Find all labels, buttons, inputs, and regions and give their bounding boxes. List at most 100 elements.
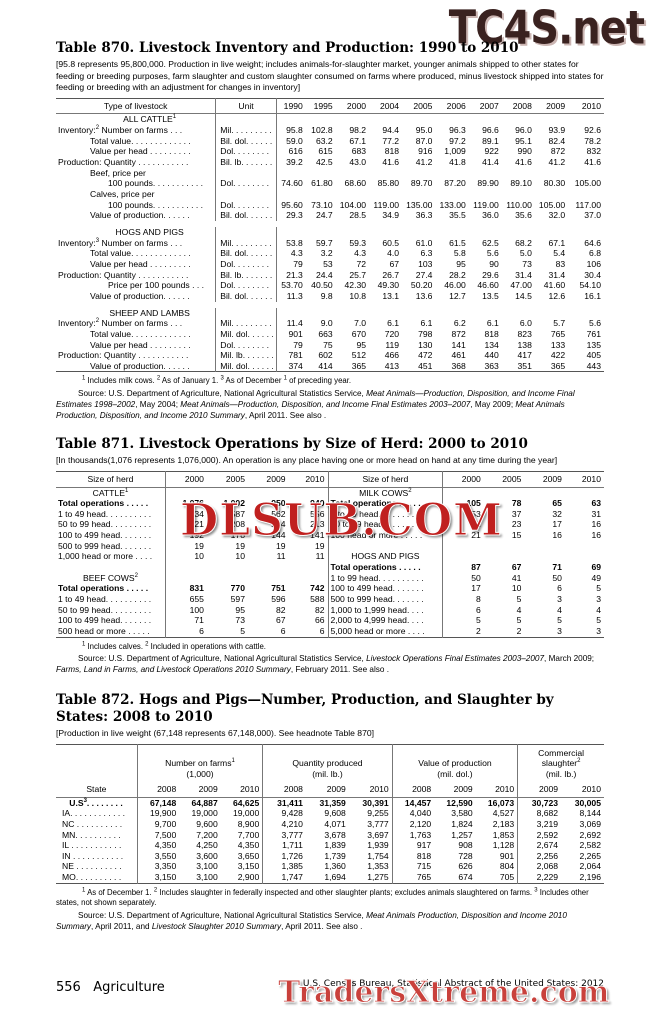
row-label: 50 to 99 head. . . . . . . . . [58, 519, 152, 530]
row-label: Total operations . . . . . [58, 498, 149, 509]
data-cell: 461 [451, 350, 466, 361]
row-unit: Mil. . . . . . . . . [215, 125, 277, 136]
data-cell: 117.00 [575, 199, 601, 210]
row-unit: Mil. dol. . . . . . [215, 360, 277, 372]
data-cell: 9,428 [262, 808, 306, 819]
group-head-line1: Number on farms [165, 758, 232, 769]
group-head-line1: Commercial [538, 747, 585, 758]
data-cell: 74.60 [275, 178, 306, 189]
table-row: 500 head or more . . . . . 6 5 6 6 5,000 head… [56, 626, 604, 638]
col-header-size-of-herd-right: Size of herd [327, 471, 443, 487]
data-cell [535, 168, 568, 179]
col-header-type: Type of livestock [103, 100, 168, 111]
row-unit: Mil. . . . . . . . . [215, 237, 277, 249]
table-row: 1 to 49 head. . . . . . . . . . 655 597 596… [56, 594, 604, 605]
col-header-left-2009: 2009 [266, 473, 286, 484]
data-cell: 3 [557, 626, 562, 637]
data-cell: 64,625 [232, 797, 260, 808]
data-cell: 87.20 [444, 178, 466, 189]
table-row: BEEF COWS2 1 to 99 head. . . . . . . . . … [56, 572, 604, 584]
data-cell: 1,076 [164, 498, 207, 509]
data-cell: 466 [384, 350, 400, 361]
data-cell: 751 [271, 583, 286, 594]
data-cell: 14,457 [391, 797, 435, 809]
data-cell: 5 [596, 615, 601, 626]
data-cell: 1,824 [451, 818, 473, 829]
data-cell: 79 [275, 339, 306, 351]
data-cell: 31,411 [262, 797, 306, 809]
table-872-footnotes: 1 As of December 1. 2 Includes slaughter… [56, 887, 589, 908]
spacer-cell [565, 541, 604, 552]
group-heading-label: ALL CATTLE1 [123, 114, 177, 125]
data-cell: 2,900 [237, 872, 260, 883]
table-row: Inventory:2 Number on farms . . . Mil. . … [56, 318, 604, 329]
year-header: 2009 [198, 783, 218, 794]
year-header: 2009 [326, 783, 346, 794]
data-cell: 95.1 [515, 135, 532, 146]
table-row: 500 to 999 head. . . . . . . 19 19 19 19 [56, 540, 604, 552]
data-cell: 16 [591, 519, 601, 530]
data-cell: 41.60 [543, 280, 566, 291]
data-cell: 2,229 [517, 872, 562, 884]
data-cell: 85.80 [377, 178, 400, 189]
data-cell: 901 [275, 328, 306, 340]
data-cell: 82 [275, 604, 286, 615]
row-label: Price per 100 pounds . . . [108, 280, 205, 291]
group-heading-label: BEEF COWS2 [83, 572, 138, 583]
data-cell: 119.00 [373, 199, 400, 210]
data-cell: 818 [484, 328, 499, 339]
table-872-body: U.S3. . . . . . . . 67,148 64,887 64,625 31,… [56, 797, 604, 884]
row-label: Inventory:2 Number on farms . . . [58, 318, 183, 329]
data-cell: 1,360 [324, 861, 346, 872]
data-cell: 414 [318, 360, 333, 371]
table-row: Value per head . . . . . . . . . Dol. . .… [56, 258, 604, 270]
data-cell: 4 [516, 604, 522, 615]
data-cell: 79 [275, 258, 306, 270]
row-label: Inventory:3 Number on farms . . . [58, 237, 183, 248]
data-cell: 67.1 [349, 135, 367, 146]
data-cell: 89.10 [510, 178, 532, 189]
group-heading-row: SHEEP AND LAMBS [56, 307, 604, 319]
data-cell: 133.00 [439, 199, 466, 210]
data-cell: 19,900 [136, 808, 180, 819]
col-header-2004: 2004 [379, 100, 400, 111]
table-870-headnote: [95.8 represents 95,800,000. Production … [56, 59, 604, 93]
data-cell: 41.6 [515, 157, 532, 168]
data-cell: 105.00 [574, 178, 601, 189]
data-cell: 64,887 [191, 797, 218, 808]
data-cell: 29.6 [482, 269, 499, 280]
data-cell [568, 189, 604, 200]
group-head-fn: 2 [577, 758, 581, 765]
data-cell: 10.8 [349, 290, 367, 301]
data-cell: 21.3 [275, 269, 306, 281]
data-cell: 901 [499, 850, 515, 861]
table-871-source: Source: U.S. Department of Agriculture, … [56, 654, 595, 675]
data-cell: 720 [384, 328, 400, 339]
data-cell: 96.0 [515, 125, 532, 136]
data-cell: 2,582 [579, 840, 601, 851]
data-cell: 25.7 [349, 269, 367, 280]
data-cell: 3 [596, 626, 601, 637]
data-cell: 61.80 [311, 178, 333, 189]
data-cell: 95.60 [275, 199, 306, 211]
col-header-2008: 2008 [512, 100, 532, 111]
row-label: 1,000 head or more . . . . [58, 551, 153, 562]
data-cell: 4.0 [387, 248, 400, 259]
data-cell: 4.3 [275, 248, 306, 259]
data-cell: 2,692 [579, 829, 601, 840]
group-head-line2: (1,000) [186, 768, 214, 779]
data-cell: 16 [552, 530, 562, 541]
data-cell: 53 [442, 508, 484, 520]
data-cell: 3,697 [367, 829, 389, 840]
data-cell: 3,777 [367, 818, 389, 829]
table-row: Price per 100 pounds . . . Dol. . . . . .… [56, 280, 604, 291]
data-cell: 663 [318, 328, 333, 339]
empty-cell [565, 487, 604, 498]
data-cell: 6.2 [453, 318, 466, 329]
col-group-number-on-farms: Number on farms1 (1,000) [136, 744, 263, 782]
data-cell: 5 [442, 615, 484, 627]
data-cell: 106 [586, 258, 601, 269]
data-cell: 72 [356, 258, 367, 269]
row-label: 500 to 999 head. . . . . . . [327, 594, 443, 605]
data-cell: 4,350 [237, 840, 260, 851]
